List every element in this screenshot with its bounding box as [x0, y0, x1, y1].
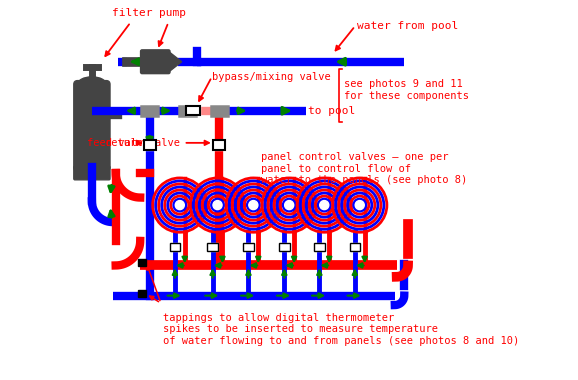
Text: panel control valves – one per
panel to control flow of
water to the panels (see: panel control valves – one per panel to …	[261, 152, 467, 185]
Polygon shape	[168, 51, 181, 72]
FancyBboxPatch shape	[74, 166, 110, 180]
Bar	[213, 140, 225, 150]
Text: bypass/mixing valve: bypass/mixing valve	[212, 72, 331, 82]
Bar	[186, 106, 200, 115]
Text: tappings to allow digital thermometer
spikes to be inserted to measure temperatu: tappings to allow digital thermometer sp…	[163, 313, 519, 346]
Text: to pool: to pool	[308, 106, 355, 116]
Bar	[138, 290, 146, 297]
Text: filter: filter	[112, 8, 153, 18]
Bar	[279, 243, 290, 252]
Bar	[314, 243, 325, 252]
Bar	[279, 243, 290, 252]
Bar	[208, 243, 218, 252]
Circle shape	[213, 201, 222, 210]
Bar	[213, 140, 225, 150]
FancyBboxPatch shape	[140, 50, 170, 74]
Bar	[143, 140, 155, 150]
FancyBboxPatch shape	[74, 81, 110, 171]
Bar	[143, 140, 155, 150]
Text: water from pool: water from pool	[357, 21, 458, 31]
Text: pump: pump	[159, 8, 186, 18]
Bar	[169, 243, 180, 252]
Bar	[208, 243, 218, 252]
Bar	[350, 243, 360, 252]
Bar	[169, 243, 180, 252]
Bar	[243, 243, 254, 252]
Circle shape	[320, 201, 329, 210]
Bar	[350, 243, 360, 252]
Bar	[186, 106, 200, 115]
Text: feed valve: feed valve	[87, 138, 150, 148]
Circle shape	[175, 201, 184, 210]
Circle shape	[249, 201, 258, 210]
Text: see photos 9 and 11
for these components: see photos 9 and 11 for these components	[344, 79, 469, 101]
Bar	[243, 243, 254, 252]
Ellipse shape	[77, 77, 106, 92]
Bar	[138, 259, 146, 266]
Circle shape	[355, 201, 364, 210]
Circle shape	[285, 201, 294, 210]
Text: return valve: return valve	[105, 138, 180, 148]
Bar	[314, 243, 325, 252]
